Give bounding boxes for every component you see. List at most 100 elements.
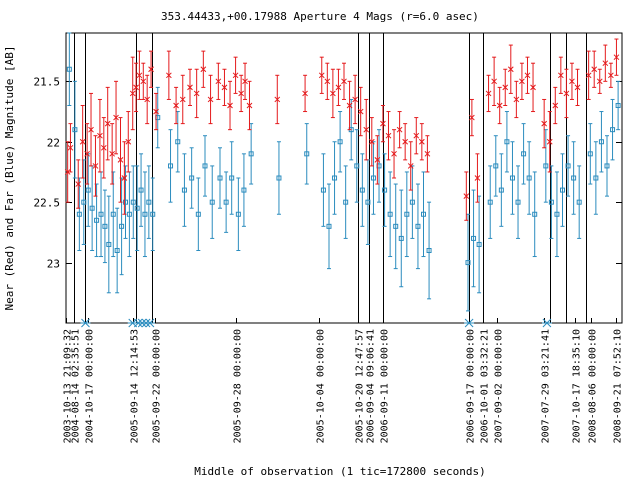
series-far-blue xyxy=(66,32,621,312)
near-point-47 xyxy=(368,138,375,145)
near-point-58 xyxy=(463,193,470,199)
far-point-45 xyxy=(365,199,371,205)
near-point-67 xyxy=(519,78,525,85)
far-point-49 xyxy=(387,211,393,217)
near-point-39 xyxy=(324,78,331,85)
far-point-74 xyxy=(571,175,577,181)
near-point-31 xyxy=(227,102,233,109)
near-point-62 xyxy=(491,78,497,85)
near-point-77 xyxy=(585,72,592,79)
x-tick-label-12: 2007-09-02 00:00:00 xyxy=(494,329,505,443)
far-point-24 xyxy=(181,187,187,193)
far-point-80 xyxy=(610,127,616,133)
x-tick-label-9: 2006-09-11 00:00:00 xyxy=(380,329,391,443)
x-tick-label-14: 2007-10-17 18:35:10 xyxy=(572,329,583,443)
near-point-66 xyxy=(513,96,520,103)
near-point-60 xyxy=(474,175,481,181)
far-point-64 xyxy=(509,175,515,181)
flagged-point-5 xyxy=(144,318,155,328)
far-point-39 xyxy=(332,175,338,181)
far-point-62 xyxy=(498,187,504,193)
near-point-0 xyxy=(64,169,71,175)
x-tick-label-10: 2006-09-17 00:00:00 xyxy=(466,329,477,443)
far-point-34 xyxy=(248,151,254,157)
y-tick-label-1: 22 xyxy=(47,137,60,150)
x-tick-label-16: 2008-09-21 07:52:10 xyxy=(613,329,624,443)
far-point-66 xyxy=(521,151,527,157)
x-tick-label-11: 2006-10-01 03:32:21 xyxy=(480,329,491,443)
far-point-3 xyxy=(81,199,87,205)
far-point-71 xyxy=(554,211,560,217)
far-point-51 xyxy=(398,235,404,241)
far-point-37 xyxy=(320,187,326,193)
x-tick-label-2: 2004-10-17 00:00:00 xyxy=(85,329,96,443)
near-point-73 xyxy=(557,72,564,79)
flagged-point-7 xyxy=(541,318,552,328)
far-point-70 xyxy=(548,199,554,205)
far-point-52 xyxy=(404,211,410,217)
far-point-61 xyxy=(493,163,499,169)
near-point-43 xyxy=(346,102,353,109)
near-point-80 xyxy=(602,60,609,67)
far-point-81 xyxy=(615,103,621,108)
near-point-76 xyxy=(574,84,581,91)
far-point-4 xyxy=(85,187,91,193)
far-point-17 xyxy=(138,187,144,193)
far-point-0 xyxy=(66,66,72,72)
near-point-3 xyxy=(79,138,86,145)
chart-title: 353.44433,+00.17988 Aperture 4 Mags (r=6… xyxy=(161,10,479,23)
near-point-17 xyxy=(136,72,143,79)
near-point-38 xyxy=(318,72,325,79)
near-point-13 xyxy=(121,175,128,181)
near-point-82 xyxy=(613,54,620,61)
near-point-52 xyxy=(396,126,403,133)
near-point-53 xyxy=(402,138,409,145)
far-point-6 xyxy=(94,217,100,223)
far-point-16 xyxy=(134,205,140,211)
x-tick-label-8: 2006-09-04 09:06:41 xyxy=(366,329,377,443)
far-point-10 xyxy=(110,211,116,217)
near-point-20 xyxy=(148,66,154,73)
x-tick-label-6: 2005-10-04 00:00:00 xyxy=(316,329,327,443)
near-point-81 xyxy=(608,72,614,79)
x-tick-label-5: 2005-09-28 00:00:00 xyxy=(233,329,244,443)
near-point-75 xyxy=(569,78,575,85)
near-point-51 xyxy=(391,150,397,157)
near-point-78 xyxy=(591,66,598,73)
far-point-56 xyxy=(426,248,432,253)
near-point-24 xyxy=(179,96,186,103)
near-point-50 xyxy=(385,132,392,139)
season-dividers xyxy=(74,33,587,323)
near-point-35 xyxy=(246,102,253,109)
far-point-29 xyxy=(217,175,223,181)
near-point-25 xyxy=(187,84,193,91)
far-point-68 xyxy=(532,211,538,217)
x-tick-label-7: 2005-10-20 12:47:57 xyxy=(355,329,366,443)
far-point-7 xyxy=(98,211,104,217)
far-point-78 xyxy=(598,139,604,145)
far-point-59 xyxy=(476,241,482,247)
far-point-77 xyxy=(593,175,599,181)
far-point-76 xyxy=(587,151,593,157)
x-tick-label-0: 2003-10-13 21:09:32 xyxy=(63,329,74,443)
far-point-48 xyxy=(382,187,388,193)
far-point-8 xyxy=(102,223,108,229)
near-point-54 xyxy=(407,163,414,169)
far-point-2 xyxy=(76,211,82,217)
near-point-15 xyxy=(129,90,136,97)
far-point-32 xyxy=(235,211,241,217)
near-point-11 xyxy=(113,114,119,121)
far-point-15 xyxy=(130,199,136,205)
near-point-26 xyxy=(193,90,200,97)
near-point-9 xyxy=(104,120,111,127)
near-point-57 xyxy=(424,150,431,157)
far-point-33 xyxy=(241,187,247,193)
far-point-1 xyxy=(72,127,78,133)
x-tick-label-15: 2008-08-06 00:00:00 xyxy=(588,329,599,443)
y-tick-label-2: 22.5 xyxy=(34,197,61,210)
flagged-points xyxy=(80,318,552,328)
near-point-22 xyxy=(166,72,172,79)
near-point-44 xyxy=(352,96,358,103)
far-point-69 xyxy=(543,163,549,169)
